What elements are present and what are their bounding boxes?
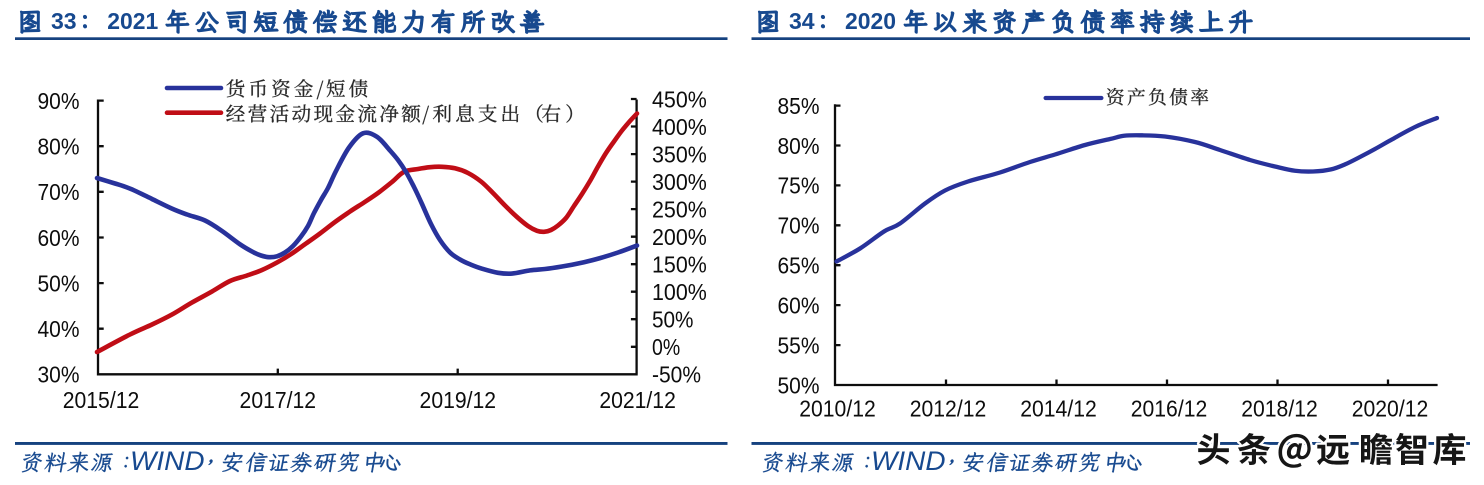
svg-text:2016/12: 2016/12 bbox=[1131, 396, 1208, 422]
svg-text:WIND: WIND bbox=[871, 446, 946, 476]
svg-text:85%: 85% bbox=[778, 93, 820, 119]
svg-text:34: 34 bbox=[789, 8, 815, 34]
svg-text:WIND: WIND bbox=[130, 446, 205, 476]
svg-text:200%: 200% bbox=[652, 224, 707, 250]
svg-text:2014/12: 2014/12 bbox=[1020, 396, 1097, 422]
svg-text:250%: 250% bbox=[652, 196, 707, 222]
svg-text:80%: 80% bbox=[778, 133, 820, 159]
svg-text:150%: 150% bbox=[652, 252, 707, 278]
svg-text:33: 33 bbox=[51, 8, 77, 34]
svg-text:350%: 350% bbox=[652, 141, 707, 167]
svg-text:60%: 60% bbox=[778, 292, 820, 318]
svg-text:75%: 75% bbox=[778, 173, 820, 199]
svg-text:2019/12: 2019/12 bbox=[420, 387, 497, 413]
svg-text:2021: 2021 bbox=[107, 8, 158, 34]
svg-text:300%: 300% bbox=[652, 169, 707, 195]
svg-text:55%: 55% bbox=[778, 332, 820, 358]
svg-text:100%: 100% bbox=[652, 279, 707, 305]
svg-text:60%: 60% bbox=[38, 225, 80, 251]
svg-text:2020/12: 2020/12 bbox=[1352, 396, 1429, 422]
svg-text:400%: 400% bbox=[652, 114, 707, 140]
svg-text:2020: 2020 bbox=[845, 8, 896, 34]
svg-text:30%: 30% bbox=[38, 362, 80, 388]
svg-text:0%: 0% bbox=[652, 334, 680, 360]
svg-text:50%: 50% bbox=[38, 270, 80, 296]
svg-text:50%: 50% bbox=[778, 372, 820, 398]
svg-text:50%: 50% bbox=[652, 307, 694, 333]
svg-text:40%: 40% bbox=[38, 316, 80, 342]
svg-text:70%: 70% bbox=[38, 179, 80, 205]
svg-text:90%: 90% bbox=[38, 88, 80, 114]
svg-text:2012/12: 2012/12 bbox=[910, 396, 987, 422]
svg-text:2015/12: 2015/12 bbox=[63, 387, 140, 413]
svg-text:450%: 450% bbox=[652, 86, 707, 112]
svg-text:-50%: -50% bbox=[652, 362, 701, 388]
svg-text:65%: 65% bbox=[778, 253, 820, 279]
svg-text:80%: 80% bbox=[38, 134, 80, 160]
svg-text:70%: 70% bbox=[778, 213, 820, 239]
svg-text:2010/12: 2010/12 bbox=[799, 396, 876, 422]
svg-text:2018/12: 2018/12 bbox=[1241, 396, 1318, 422]
svg-text:2017/12: 2017/12 bbox=[240, 387, 317, 413]
svg-text:2021/12: 2021/12 bbox=[599, 387, 676, 413]
